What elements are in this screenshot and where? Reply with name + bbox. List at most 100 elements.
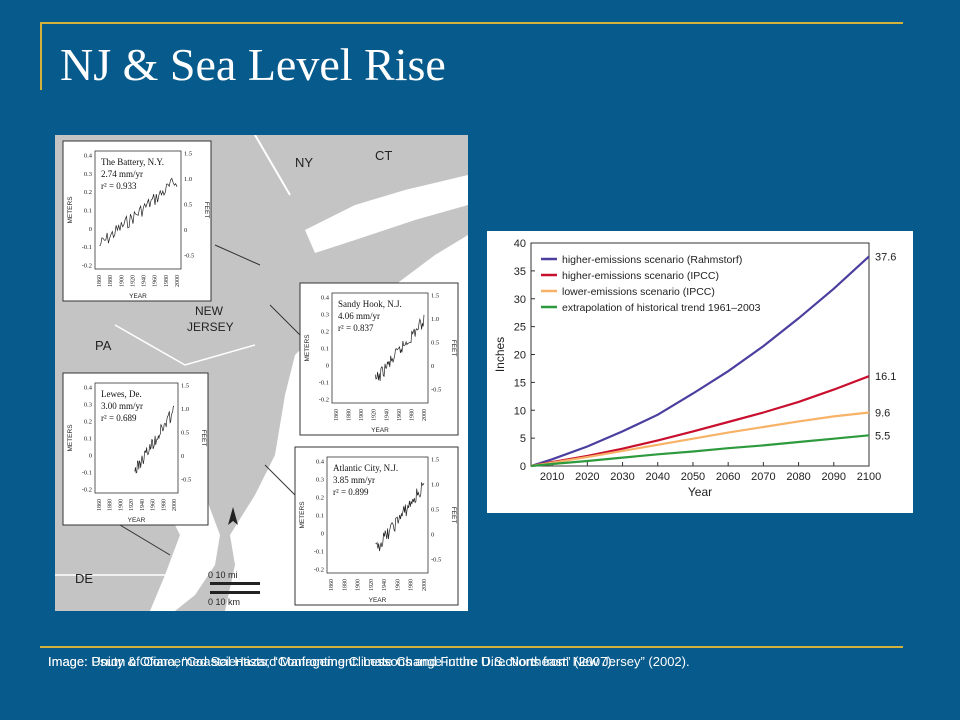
inset-right-tick: 1.0 — [181, 406, 189, 413]
inset-r2: r² = 0.689 — [101, 413, 137, 423]
inset-right-label: FEET — [203, 202, 210, 219]
inset-right-tick: 1.5 — [431, 293, 439, 300]
inset-right-tick: -0.5 — [431, 557, 441, 564]
label-nj: NEW JERSEY — [187, 304, 234, 334]
inset-x-label: YEAR — [128, 517, 146, 524]
inset-x-tick: 1960 — [151, 499, 157, 511]
sandy-hook-leader — [269, 304, 301, 336]
inset-x-tick: 1980 — [409, 579, 415, 591]
label-pa: PA — [95, 338, 112, 353]
long-island-sound — [305, 175, 468, 253]
inset-left-tick: 0.2 — [84, 189, 92, 196]
x-tick-label: 2100 — [857, 471, 881, 483]
inset-left-tick: 0.2 — [321, 329, 329, 336]
inset-right-label: FEET — [200, 430, 207, 447]
inset-atlantic-city: 0.4 0.3 0.2 0.1 0 -0.1 -0.2 1.5 1.0 0.5 0 -0.5 1860 1… — [294, 446, 459, 606]
inset-frame — [299, 282, 459, 436]
scale-label-km: 0 10 km — [208, 597, 240, 607]
inset-left-tick: -0.1 — [319, 380, 329, 387]
inset-x-tick: 1860 — [97, 275, 103, 287]
legend-label-3: extrapolation of historical trend 1961–2… — [562, 302, 761, 314]
inset-right-tick: -0.5 — [431, 387, 441, 394]
x-tick-label: 2040 — [646, 471, 670, 483]
inset-right-tick: 0.5 — [181, 430, 189, 437]
inset-tide-trace — [374, 314, 425, 382]
y-tick-label: 15 — [514, 377, 526, 389]
inset-x-tick: 2000 — [422, 579, 428, 591]
series-end-label-2: 9.6 — [875, 407, 890, 419]
x-tick-label: 2090 — [822, 471, 846, 483]
y-tick-label: 40 — [514, 238, 526, 250]
inset-frame — [294, 446, 459, 606]
inset-plot-area — [331, 292, 429, 404]
inset-left-tick: 0.1 — [321, 346, 329, 353]
inset-x-tick: 1960 — [397, 409, 403, 421]
inset-x-tick: 1860 — [329, 579, 335, 591]
inset-left-tick: 0.1 — [316, 513, 324, 520]
series-end-label-3: 5.5 — [875, 430, 890, 442]
inset-left-tick: 0.3 — [316, 477, 324, 484]
inset-rate: 2.74 mm/yr — [101, 169, 143, 179]
inset-x-tick: 1920 — [130, 275, 136, 287]
x-tick-label: 2030 — [610, 471, 634, 483]
inset-r2: r² = 0.933 — [101, 181, 137, 191]
inset-x-tick: 1880 — [108, 499, 114, 511]
inset-tide-trace — [99, 177, 178, 246]
inset-right-tick: -0.5 — [181, 477, 191, 484]
legend-label-0: higher-emissions scenario (Rahmstorf) — [562, 254, 742, 266]
series-line-3 — [530, 434, 870, 468]
bottom-rule — [40, 646, 903, 648]
inset-left-tick: -0.2 — [314, 567, 324, 574]
scale-bar-km — [210, 591, 260, 594]
series-end-label-1: 16.1 — [875, 371, 896, 383]
inset-left-label: METERS — [67, 424, 74, 452]
inset-left-tick: 0 — [89, 226, 92, 233]
inset-x-label: YEAR — [371, 427, 389, 434]
inset-x-tick: 1900 — [118, 499, 124, 511]
lewes-leader — [119, 524, 171, 556]
inset-left-tick: 0.3 — [321, 312, 329, 319]
label-ny: NY — [295, 155, 313, 170]
inset-station: Lewes, De. — [101, 389, 142, 399]
inset-lewes: 0.4 0.3 0.2 0.1 0 -0.1 -0.2 1.5 1.0 0.5 0 -0.5 1860 1… — [62, 372, 209, 526]
y-tick-label: 25 — [514, 322, 526, 334]
inset-x-tick: 1980 — [164, 275, 170, 287]
x-tick-label: 2010 — [540, 471, 564, 483]
inset-x-tick: 1860 — [97, 499, 103, 511]
inset-right-tick: 1.5 — [431, 457, 439, 464]
y-tick-label: 35 — [514, 266, 526, 278]
sea-level-projection-chart: 0 5 10 15 20 25 30 35 40 2010 2020 2030 2040 2050 2060… — [487, 231, 913, 513]
atlantic-city-leader — [264, 464, 296, 496]
inset-tide-trace — [134, 405, 175, 474]
inset-tide-trace — [375, 482, 425, 552]
inset-left-label: METERS — [299, 501, 306, 529]
inset-x-tick: 2000 — [422, 409, 428, 421]
inset-rate: 3.85 mm/yr — [333, 475, 375, 485]
inset-right-tick: -0.5 — [184, 253, 194, 260]
inset-x-tick: 1940 — [382, 579, 388, 591]
scale-label-mi: 0 10 mi — [208, 570, 238, 580]
inset-x-tick: 1920 — [369, 579, 375, 591]
inset-left-tick: 0.1 — [84, 436, 92, 443]
label-nj-line1: NEW — [195, 304, 224, 318]
inset-x-tick: 1900 — [356, 579, 362, 591]
y-tick-label: 10 — [514, 405, 526, 417]
inset-right-label: FEET — [450, 507, 457, 524]
nj-tide-gauge-map: NY CT NEW JERSEY PA DE 0 10 mi 0 10 km 0… — [55, 135, 468, 611]
series-line-2 — [530, 411, 870, 468]
inset-rate: 3.00 mm/yr — [101, 401, 143, 411]
series-end-label-0: 37.6 — [875, 251, 896, 263]
title-vertical-rule — [40, 22, 42, 90]
map-svg: NY CT NEW JERSEY PA DE 0 10 mi 0 10 km 0… — [55, 135, 468, 611]
projection-chart-svg: 0 5 10 15 20 25 30 35 40 2010 2020 2030 2040 2050 2060… — [493, 238, 896, 499]
inset-plot-area — [94, 382, 179, 494]
inset-x-tick: 1880 — [347, 409, 353, 421]
inset-x-tick: 1860 — [334, 409, 340, 421]
inset-plot-area — [94, 150, 182, 270]
label-de: DE — [75, 571, 93, 586]
inset-right-tick: 0.5 — [431, 507, 439, 514]
inset-left-tick: 0.2 — [316, 495, 324, 502]
inset-x-tick: 1880 — [108, 275, 114, 287]
y-tick-label: 0 — [520, 461, 526, 473]
inset-left-tick: 0 — [326, 363, 329, 370]
